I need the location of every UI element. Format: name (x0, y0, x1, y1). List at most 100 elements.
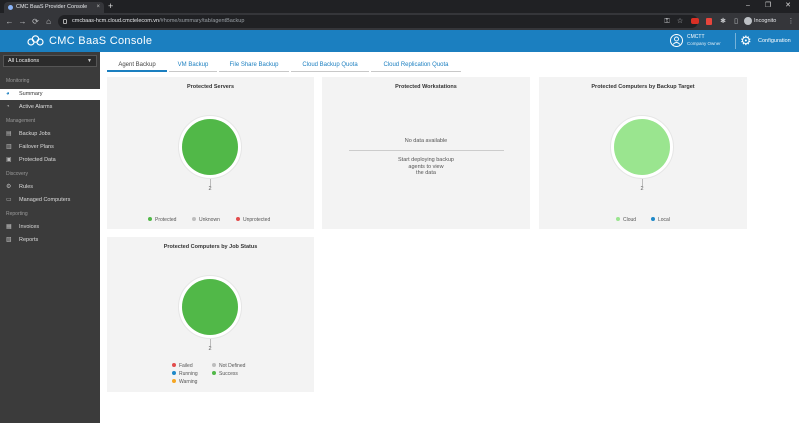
tab-cloud-replication-quota[interactable]: Cloud Replication Quota (371, 61, 461, 72)
location-select[interactable]: All Locations ▼ (3, 55, 97, 67)
legend-local[interactable]: Local (651, 217, 670, 223)
legend-unknown[interactable]: Unknown (192, 217, 220, 223)
divider (349, 150, 504, 151)
sidebar-item-label: Invoices (19, 224, 40, 230)
minimize-icon[interactable]: – (746, 2, 750, 9)
back-icon[interactable]: ← (5, 17, 14, 26)
alarm-icon: ◔ (6, 104, 10, 110)
sidebar: All Locations ▼ Monitoring ◕ Summary ◔ A… (0, 52, 100, 423)
sidebar-item-protected-data[interactable]: ▣ Protected Data (0, 155, 100, 166)
sidebar-item-label: Active Alarms (19, 104, 53, 110)
sidebar-item-backup-jobs[interactable]: ▤ Backup Jobs (0, 129, 100, 140)
pie-chart-icon: ◕ (6, 91, 10, 97)
legend-warning[interactable]: Warning (172, 379, 197, 385)
legend-dot (148, 217, 152, 222)
tab-file-share-backup[interactable]: File Share Backup (219, 61, 289, 72)
extension-badge-icon[interactable] (690, 16, 700, 27)
donut-leader-line (210, 179, 211, 186)
user-avatar-icon (670, 34, 683, 47)
menu-icon[interactable]: ⋮ (787, 18, 795, 25)
donut-segment-success[interactable] (182, 279, 238, 335)
address-bar[interactable]: cmcbaas-hcm.cloud.cmctelecom.vn/#home/su… (58, 15, 698, 28)
url-host: cmcbaas-hcm.cloud.cmctelecom.vn (72, 18, 160, 24)
no-data-label: No data available (404, 138, 448, 144)
legend-dot (212, 363, 216, 368)
key-icon[interactable]: ⚿ (664, 18, 670, 25)
failover-icon: ▥ (6, 144, 12, 150)
report-icon: ▧ (6, 237, 12, 243)
donut-chart[interactable] (610, 115, 674, 179)
legend-dot (236, 217, 240, 222)
no-data-message: Start deploying backup agents to view th… (322, 157, 530, 177)
tab-vm-backup[interactable]: VM Backup (169, 61, 217, 72)
window-close-icon[interactable]: ✕ (785, 2, 791, 9)
legend-dot (651, 217, 655, 222)
sidebar-item-label: Rules (19, 184, 34, 190)
legend-success[interactable]: Success (212, 371, 238, 377)
legend-label: Unknown (199, 217, 220, 223)
section-reporting: Reporting (6, 211, 28, 217)
forward-icon[interactable]: → (18, 17, 27, 26)
legend-dot (212, 371, 216, 376)
section-monitoring: Monitoring (6, 78, 30, 84)
tab-close-icon[interactable]: × (96, 4, 100, 10)
incognito-indicator[interactable]: Incognito (744, 16, 776, 27)
sidebar-item-failover-plans[interactable]: ▥ Failover Plans (0, 142, 100, 153)
tab-cloud-backup-quota[interactable]: Cloud Backup Quota (291, 61, 369, 72)
incognito-label: Incognito (754, 18, 777, 24)
donut-segment-protected[interactable] (182, 119, 238, 175)
maximize-icon[interactable]: ❐ (764, 2, 772, 9)
star-icon[interactable]: ☆ (676, 18, 684, 25)
cloud-logo-icon (27, 35, 44, 46)
app-brand: CMC BaaS Console (49, 35, 153, 47)
sidebar-item-reports[interactable]: ▧ Reports (0, 235, 100, 246)
legend-cloud[interactable]: Cloud (616, 217, 636, 223)
legend-label: Warning (179, 379, 198, 385)
sidebar-item-label: Failover Plans (19, 144, 54, 150)
donut-chart[interactable] (178, 115, 242, 179)
reload-icon[interactable]: ⟳ (32, 17, 39, 26)
legend-label: Local (658, 217, 670, 223)
main-content: Agent Backup VM Backup File Share Backup… (100, 52, 799, 423)
legend-label: Not Defined (219, 363, 246, 369)
computer-icon: ▭ (6, 197, 12, 203)
home-icon[interactable]: ⌂ (46, 17, 51, 26)
legend-failed[interactable]: Failed (172, 363, 193, 369)
donut-count: 2 (208, 346, 212, 352)
sidebar-item-label: Summary (19, 91, 43, 97)
new-tab-button[interactable]: + (108, 1, 114, 11)
legend-running[interactable]: Running (172, 371, 198, 377)
legend-protected[interactable]: Protected (148, 217, 176, 223)
donut-leader-line (210, 339, 211, 346)
sidebar-item-label: Backup Jobs (19, 131, 51, 137)
browser-tab-strip: CMC BaaS Provider Console × + – ❐ ✕ (0, 0, 799, 13)
sidebar-item-label: Protected Data (19, 157, 56, 163)
url-path: /#home/summary/tab/agentBackup (159, 18, 245, 24)
message-line: the data (416, 170, 436, 176)
legend-dot (172, 371, 176, 376)
shield-extension-icon[interactable] (704, 16, 714, 27)
legend-label: Success (219, 371, 238, 377)
rules-icon: ⚙ (6, 184, 12, 190)
donut-segment-cloud[interactable] (614, 119, 670, 175)
tab-agent-backup[interactable]: Agent Backup (107, 61, 167, 72)
browser-tab[interactable]: CMC BaaS Provider Console × (4, 2, 104, 13)
sidebar-item-invoices[interactable]: ▦ Invoices (0, 222, 100, 233)
card-title: Protected Computers by Backup Target (591, 84, 695, 90)
legend-not-defined[interactable]: Not Defined (212, 363, 245, 369)
sidebar-item-rules[interactable]: ⚙ Rules (0, 182, 100, 193)
header-divider (735, 33, 736, 49)
sidebar-item-summary[interactable]: ◕ Summary (0, 89, 100, 100)
sidepanel-icon[interactable]: ▯ (734, 18, 738, 25)
sidebar-item-active-alarms[interactable]: ◔ Active Alarms (0, 102, 100, 113)
sidebar-item-managed-computers[interactable]: ▭ Managed Computers (0, 195, 100, 206)
puzzle-icon[interactable]: ✱ (720, 18, 726, 25)
donut-chart[interactable] (178, 275, 242, 339)
legend-dot (172, 363, 176, 368)
legend-unprotected[interactable]: Unprotected (236, 217, 270, 223)
invoice-icon: ▦ (6, 224, 12, 230)
donut-leader-line (642, 179, 643, 186)
sidebar-item-label: Reports (19, 237, 39, 243)
app-header: CMC BaaS Console CMCTT Company Owner ⚙ C… (0, 30, 799, 52)
lock-icon (63, 19, 67, 24)
